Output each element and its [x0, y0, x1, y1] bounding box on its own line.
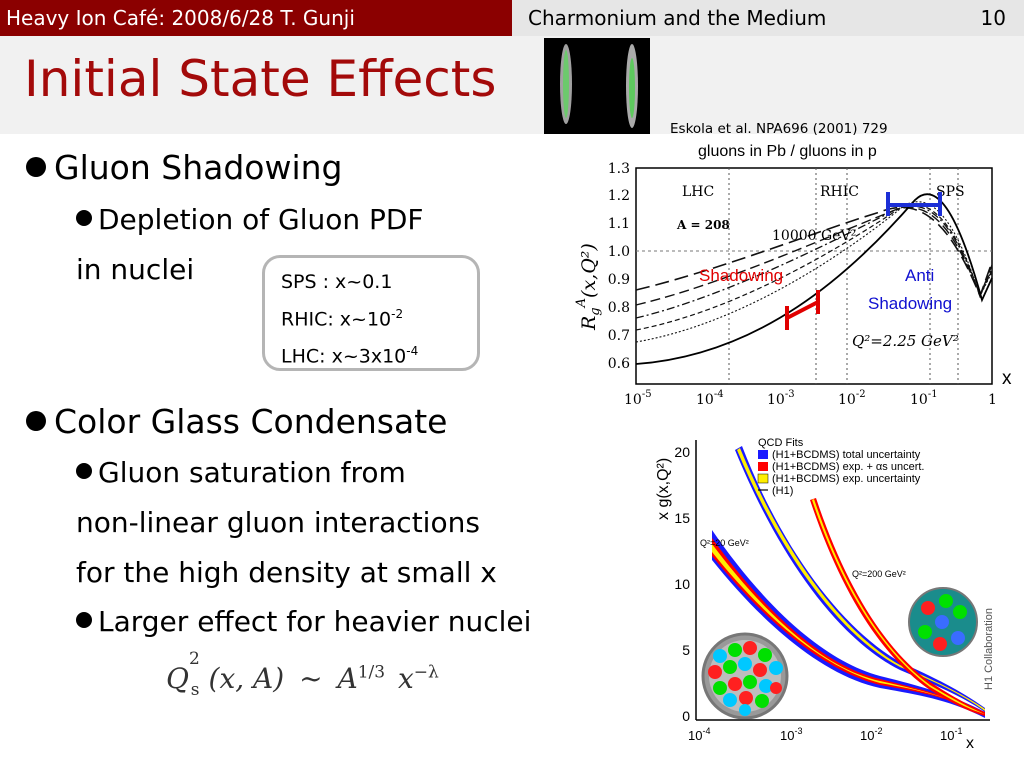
x-tick: 10-3 [780, 726, 802, 743]
light-nucleus-icon [908, 587, 978, 657]
heavy-nucleus-icon [701, 632, 789, 720]
x-tick: 10-1 [940, 726, 962, 743]
header-presenter: Heavy Ion Café: 2008/6/28 T. Gunji [0, 0, 512, 36]
y-tick: 20 [674, 444, 690, 460]
legend-label: (H1+BCDMS) exp. uncertainty [772, 473, 921, 485]
bullet-dot [26, 156, 46, 177]
x-tick: 10-5 [624, 389, 652, 408]
anti-annotation-line2: Shadowing [868, 294, 952, 313]
x-tick: 1 [988, 392, 997, 408]
y-tick: 1.1 [608, 216, 630, 232]
q-low-label: Q²=2.25 GeV² [852, 332, 959, 350]
y-tick: 0.9 [608, 272, 630, 288]
gluon-y-ticks: 20 15 10 5 0 [674, 444, 690, 724]
x-range-box: SPS : x~0.1 RHIC: x~10-2 LHC: x~3x10-4 [262, 255, 480, 371]
q-label-low: Q²=20 GeV² [700, 538, 749, 548]
legend-swatch-exp [757, 473, 769, 484]
y-tick: 15 [674, 510, 690, 526]
y-tick: 0.7 [608, 328, 630, 344]
y-tick: 1.2 [608, 188, 630, 204]
shadowing-x-axis-label: x [1002, 368, 1012, 389]
bullet-heavier-nuclei: Larger effect for heavier nuclei [76, 605, 531, 638]
q-label-high: Q²=200 GeV² [852, 569, 906, 579]
bullet-dot [76, 463, 92, 479]
legend-title: QCD Fits [758, 437, 804, 449]
bullet-saturation-cont1: non-linear gluon interactions [76, 506, 480, 539]
title-band [0, 36, 1024, 134]
bullet-gluon-shadowing: Gluon Shadowing [26, 148, 343, 187]
page-number: 10 [980, 6, 1006, 30]
bullet-dot [26, 410, 46, 431]
curve-q1e3 [635, 206, 993, 306]
shadowing-x-ticks: 10-5 10-4 10-3 10-2 10-1 1 [624, 389, 997, 408]
legend-label: (H1+BCDMS) total uncertainty [772, 449, 921, 461]
collision-image [544, 38, 650, 134]
x-range-lhc: LHC: x~3x10-4 [281, 344, 419, 368]
curve-q2p25 [635, 193, 993, 365]
bullet-depletion-cont: in nuclei [76, 253, 195, 286]
plot-citation: Eskola et al. NPA696 (2001) 729 [670, 121, 888, 137]
y-tick: 0.6 [608, 356, 630, 372]
x-tick: 10-3 [767, 389, 795, 408]
saturation-scale-formula: Q2s (x, A) ~ A1/3 x−λ [166, 648, 439, 700]
x-range-rhic: RHIC: x~10-2 [281, 307, 404, 331]
curve-q20 [635, 204, 993, 331]
bullet-cgc: Color Glass Condensate [26, 402, 447, 441]
region-sps-label: SPS [936, 184, 965, 200]
gluon-x-axis-label: x [966, 735, 974, 752]
legend-label: (H1+BCDMS) exp. + αs uncert. [772, 461, 924, 473]
plot-subtitle: gluons in Pb / gluons in p [698, 143, 877, 160]
slide-title: Initial State Effects [24, 50, 497, 108]
legend-label: (H1) [772, 485, 793, 497]
collaboration-label: H1 Collaboration [983, 608, 995, 690]
curve-q1e4 [635, 206, 993, 299]
gluon-x-ticks: 10-4 10-3 10-2 10-1 [688, 726, 962, 743]
y-tick: 0.8 [608, 300, 630, 316]
y-tick: 1.0 [608, 244, 630, 260]
y-tick: 1.3 [608, 161, 630, 177]
bullet-saturation-cont2: for the high density at small x [76, 556, 497, 589]
x-tick: 10-4 [688, 726, 710, 743]
y-tick: 5 [682, 642, 690, 658]
x-tick: 10-1 [910, 389, 938, 408]
gluon-legend: (H1+BCDMS) total uncertainty (H1+BCDMS) … [757, 449, 924, 497]
bullet-dot [76, 612, 92, 628]
bullet-dot [76, 210, 92, 226]
region-lhc-label: LHC [682, 184, 714, 200]
antishadowing-range-marker [886, 192, 942, 216]
x-tick: 10-2 [838, 389, 866, 408]
x-tick: 10-4 [696, 389, 724, 408]
bullet-depletion: Depletion of Gluon PDF [76, 203, 424, 236]
anti-annotation-line1: Anti [905, 266, 934, 285]
shadowing-y-ticks: 1.3 1.2 1.1 1.0 0.9 0.8 0.7 0.6 [608, 161, 630, 372]
shadowing-annotation: Shadowing [699, 266, 783, 285]
y-tick: 0 [682, 708, 690, 724]
y-tick: 10 [674, 576, 690, 592]
legend-swatch-exp-alpha [758, 462, 768, 471]
header-topic-bar: Charmonium and the Medium 10 [512, 0, 1024, 36]
x-range-sps: SPS : x~0.1 [281, 271, 393, 293]
header-topic: Charmonium and the Medium [528, 6, 827, 30]
gluon-y-label: x g(x,Q²) [655, 458, 672, 520]
legend-swatch-total [758, 450, 768, 459]
x-tick: 10-2 [860, 726, 882, 743]
bullet-saturation: Gluon saturation from [76, 456, 406, 489]
q-high-label: 10000 GeV² [772, 228, 856, 244]
region-rhic-label: RHIC [820, 184, 859, 200]
mass-number-label: A = 208 [676, 218, 730, 232]
shadowing-range-marker [785, 290, 820, 330]
curve-q5 [635, 201, 993, 343]
shadowing-y-label: RgA(x,Q²) [574, 243, 603, 331]
